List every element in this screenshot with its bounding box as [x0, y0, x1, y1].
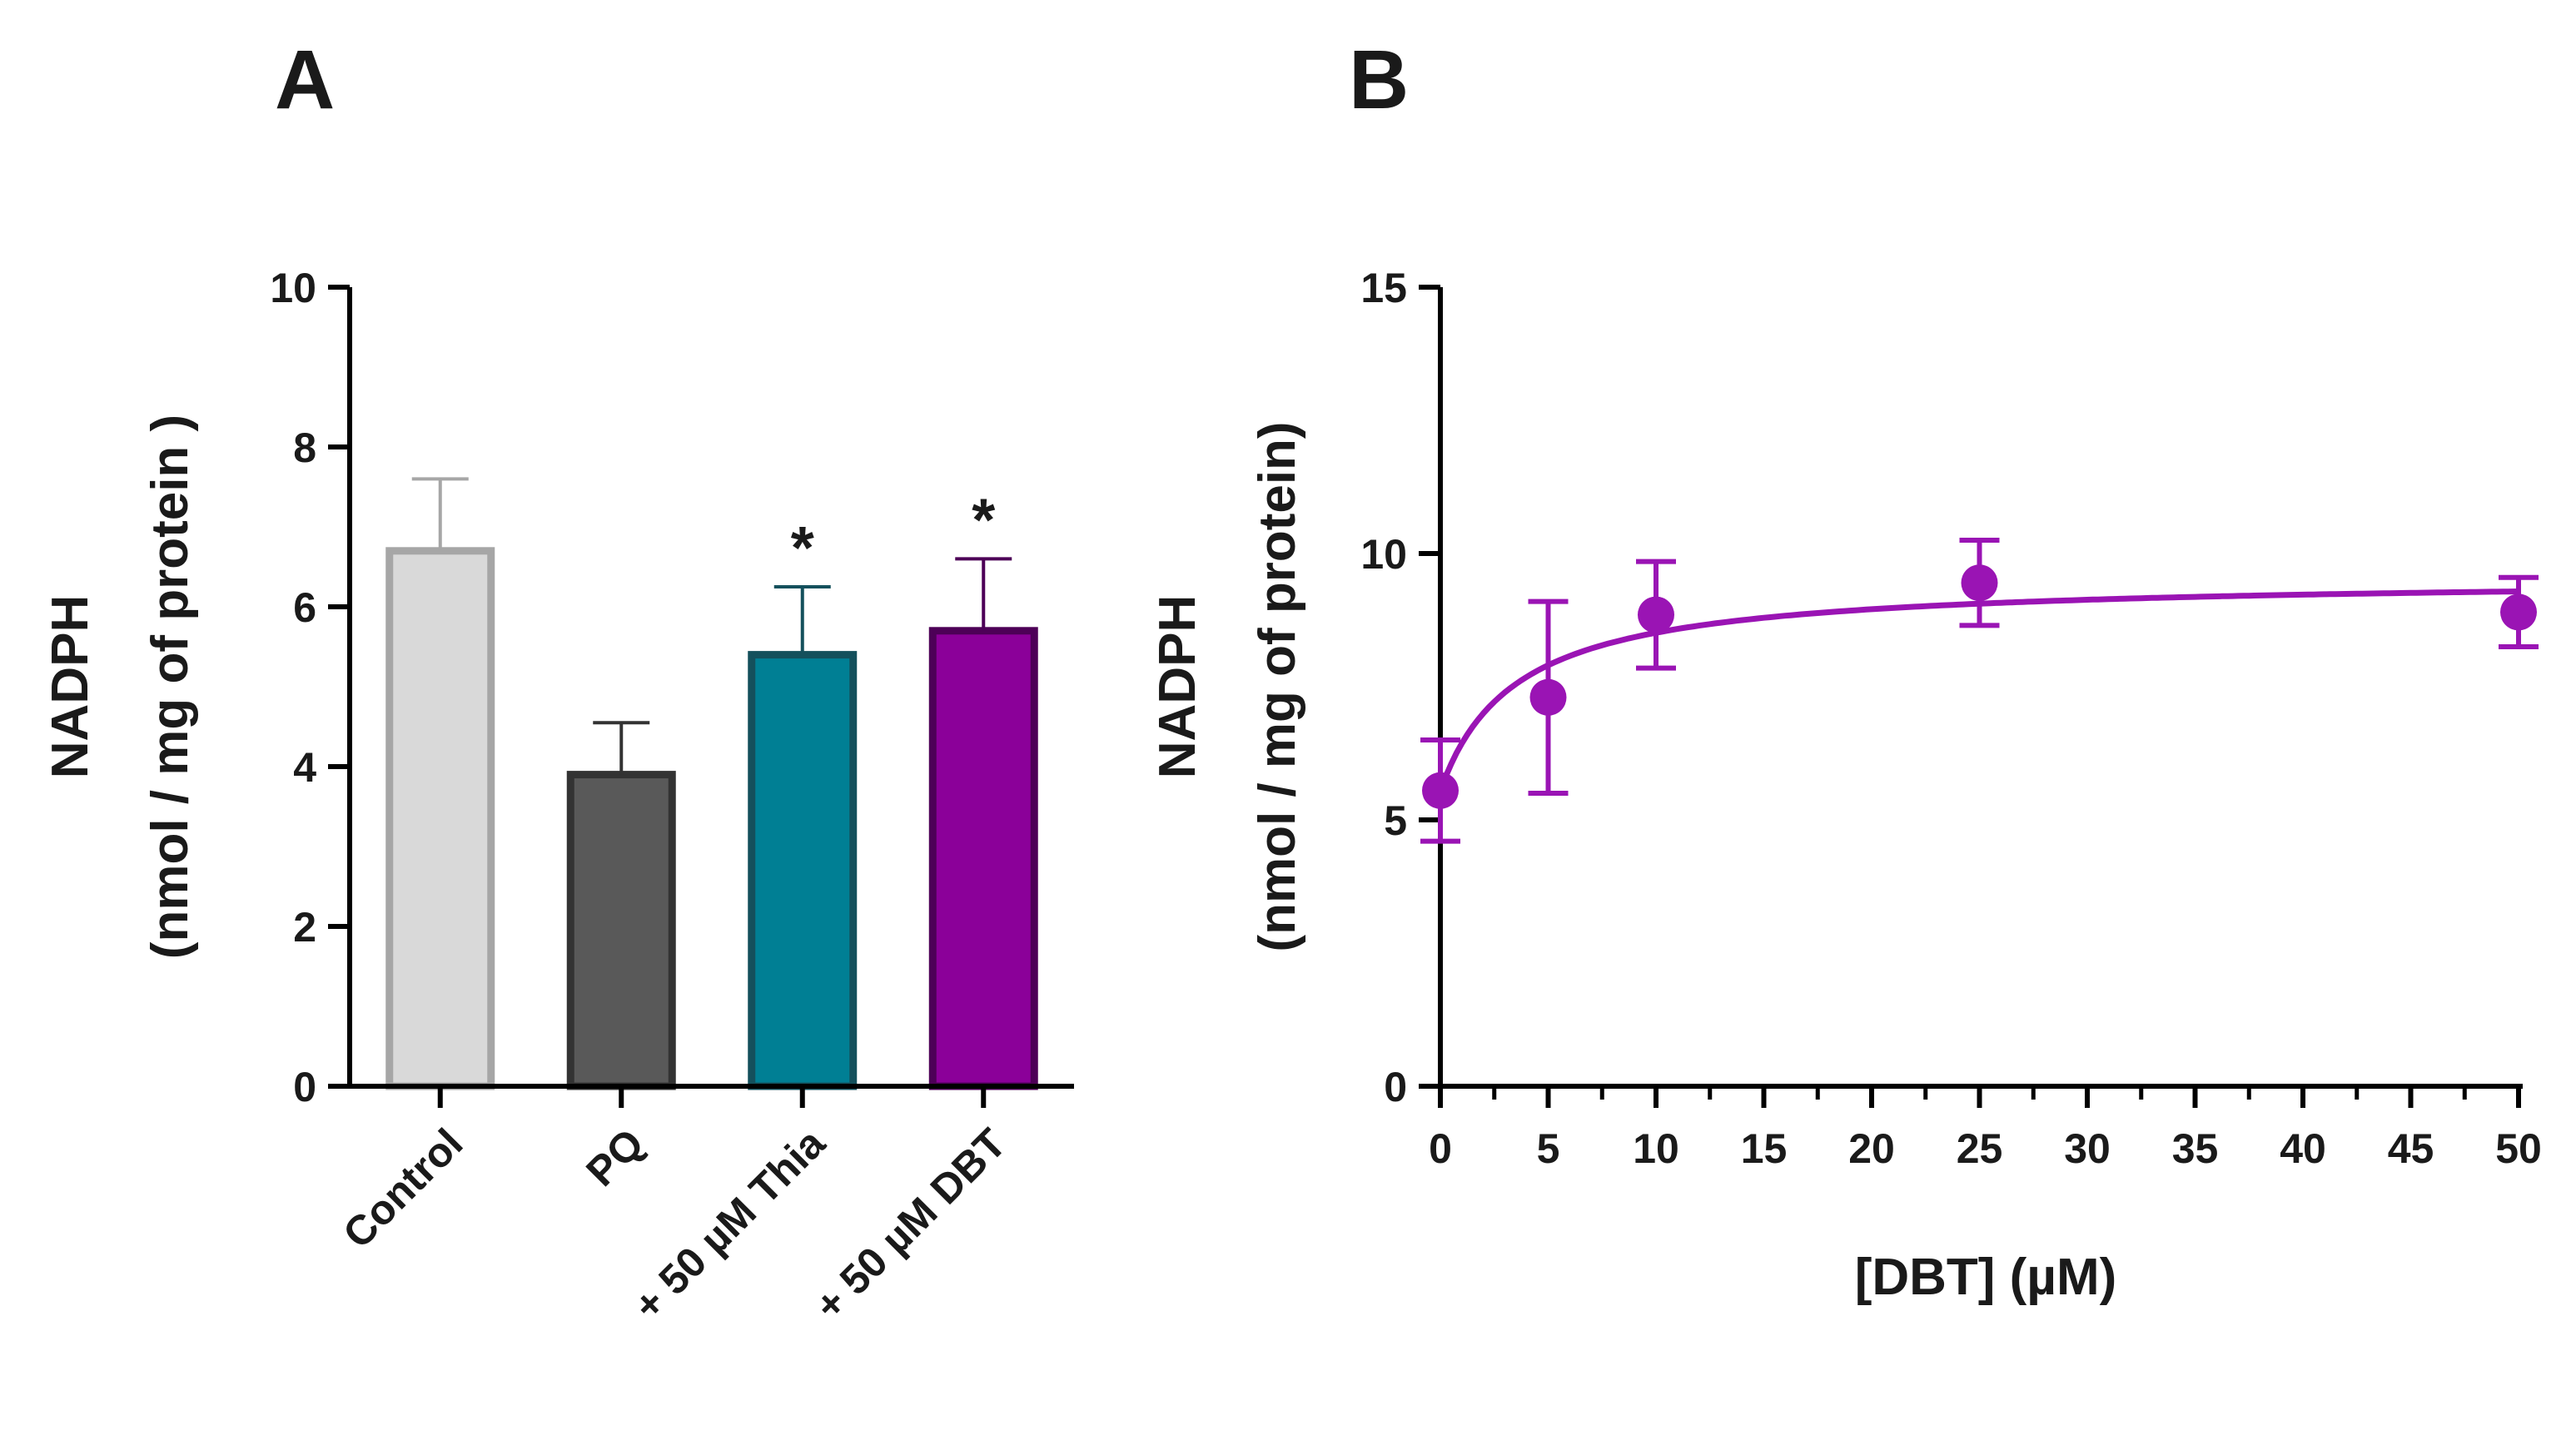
y-ticks: 0 2 4 6 8 10: [270, 265, 350, 1110]
data-point: [1529, 678, 1567, 716]
data-point: [2500, 593, 2537, 631]
y-tick-label: 4: [293, 744, 316, 791]
x-ticks: Control PQ+ 50 µM Thia+ 50 µM DBT: [334, 1086, 1015, 1329]
axes: [1438, 287, 2523, 1089]
bar: [566, 771, 676, 1090]
x-tick-label: 30: [2064, 1125, 2111, 1172]
significance-asterisk: *: [972, 487, 995, 554]
bar-group: [385, 547, 1038, 1090]
x-tick-label: Control: [334, 1120, 471, 1257]
y-tick-label: 6: [293, 584, 316, 631]
axes: [347, 287, 1074, 1089]
y-ticks: 0 5 10 15: [1360, 265, 1440, 1110]
y-tick-label: 10: [270, 265, 316, 311]
y-axis-title-line2: (nmol / mg of protein ): [142, 415, 199, 959]
bar: [385, 547, 495, 1090]
x-tick-label: 45: [2388, 1125, 2434, 1172]
y-axis-title-line2: (nmol / mg of protein): [1249, 421, 1306, 951]
x-ticks: 0 5 10 15 20 25 30 35 40 45 50: [1429, 1086, 2542, 1172]
x-tick-label: + 50 µM Thia: [624, 1119, 834, 1328]
y-tick-label: 0: [293, 1064, 316, 1110]
data-point: [1961, 564, 1998, 602]
y-tick-label: 0: [1384, 1064, 1407, 1110]
y-axis-title-line1: NADPH: [42, 595, 99, 778]
data-point: [1638, 596, 1674, 633]
x-tick-label: 20: [1848, 1125, 1895, 1172]
data-points: [1422, 564, 2537, 809]
x-axis-title: [DBT] (µM): [1855, 1249, 2117, 1306]
bar: [928, 627, 1038, 1090]
significance-asterisk: *: [791, 515, 814, 582]
data-point: [1422, 772, 1459, 809]
y-tick-label: 10: [1360, 531, 1407, 578]
x-tick-label: 40: [2280, 1125, 2326, 1172]
error-bar-group: [411, 477, 1012, 775]
x-tick-label: 0: [1429, 1125, 1452, 1172]
x-tick-label: + 50 µM DBT: [805, 1120, 1015, 1329]
y-axis-title-line1: NADPH: [1149, 595, 1206, 778]
panel-a-letter: A: [275, 33, 335, 127]
significance-markers: * *: [791, 487, 996, 582]
x-tick-label: 35: [2172, 1125, 2219, 1172]
y-tick-label: 2: [293, 904, 316, 951]
panel-a-bar-chart: 0 2 4 6 8 10 Control PQ+ 50 µM Thia+ 50 µM DBT…: [42, 265, 1074, 1329]
x-tick-label: 15: [1741, 1125, 1788, 1172]
bar: [748, 651, 858, 1090]
panel-b-letter: B: [1349, 33, 1409, 127]
x-tick-label: 25: [1957, 1125, 2003, 1172]
y-tick-label: 5: [1384, 797, 1407, 844]
y-tick-label: 8: [293, 425, 316, 471]
x-tick-label: 10: [1633, 1125, 1679, 1172]
x-tick-label: 5: [1537, 1125, 1560, 1172]
x-tick-label: 50: [2495, 1125, 2542, 1172]
panel-b-scatter-chart: 0 5 10 15 0 5 10 15 20 25 30 35 40 45 50 NADPH (nmol …: [1149, 265, 2542, 1306]
y-tick-label: 15: [1360, 265, 1407, 311]
x-tick-label: PQ: [577, 1120, 653, 1195]
